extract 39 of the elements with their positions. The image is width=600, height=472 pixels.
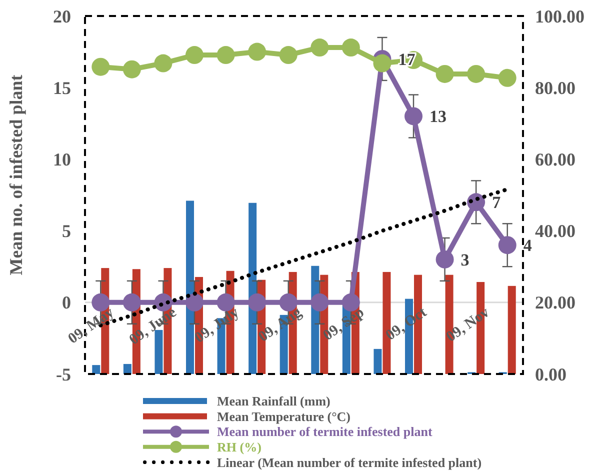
y-tick-label: 0 (62, 292, 71, 313)
bar (123, 364, 132, 374)
data-label: 4 (523, 236, 532, 256)
point (436, 250, 454, 268)
point (404, 107, 422, 126)
legend-label: Mean Temperature (°C) (217, 408, 350, 424)
data-label: 3 (460, 250, 470, 270)
y2-tick-label: 100.00 (535, 6, 584, 26)
data-label: 13 (430, 107, 446, 126)
y2-tick-label: 0.00 (535, 364, 566, 384)
x-tick-label: 09, June (126, 304, 180, 348)
y-tick-label: 10 (53, 150, 71, 170)
y2-tick-label: 60.00 (535, 150, 576, 170)
bar (92, 365, 100, 374)
x-tick-label: 09, Nov (444, 304, 493, 346)
y-tick-label: -5 (56, 364, 71, 384)
y-axis-title: Mean no. of infested plant (6, 74, 26, 276)
x-tick-label: 09, Aug (256, 304, 306, 346)
y-tick-label: 15 (53, 78, 71, 98)
x-tick-label: 09, July (192, 304, 242, 346)
x-tick-label: 09, Oct (383, 304, 430, 344)
point (122, 293, 141, 312)
y-tick-label: 5 (62, 221, 71, 242)
point (248, 293, 266, 312)
y2-tick-label: 80.00 (535, 78, 576, 98)
data-label: 17 (398, 50, 416, 69)
y-tick-label: 20 (53, 6, 71, 26)
point (310, 293, 329, 312)
text: Mean number of termite infested plant (217, 424, 433, 440)
bar (374, 348, 382, 374)
text: RH (%) (217, 439, 262, 454)
y2-tick-label: 40.00 (535, 221, 576, 242)
bar (508, 286, 516, 374)
point (186, 293, 204, 312)
data-label: 7 (492, 193, 502, 212)
legend-label: Mean Rainfall (mm) (217, 394, 330, 409)
y2-tick-label: 20.00 (535, 292, 576, 313)
point (498, 236, 516, 254)
legend-label: Linear (Mean number of termite infested plant) (217, 454, 482, 470)
